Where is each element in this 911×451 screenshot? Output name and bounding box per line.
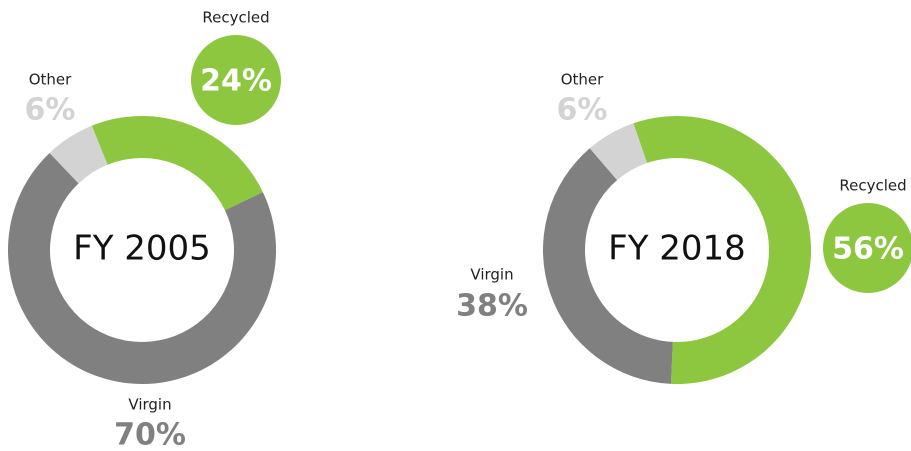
value-label: 24%	[200, 64, 272, 99]
donut-slice	[7, 152, 276, 385]
category-label: Other	[29, 71, 72, 89]
chart-title: FY 2005	[73, 229, 211, 269]
donut-slice	[91, 116, 263, 211]
donut-slice	[49, 125, 108, 184]
label-bubble	[823, 203, 911, 293]
donut-slice	[633, 115, 811, 385]
category-label: Virgin	[128, 396, 171, 414]
value-label: 38%	[456, 289, 528, 324]
value-label: 56%	[832, 232, 904, 267]
donut-slice	[543, 148, 673, 384]
chart-title: FY 2018	[608, 229, 746, 269]
category-label: Recycled	[839, 177, 906, 195]
category-label: Virgin	[470, 266, 513, 284]
value-label: 70%	[114, 418, 186, 451]
label-bubble	[191, 35, 281, 125]
value-label: 6%	[25, 93, 76, 128]
category-label: Recycled	[202, 9, 269, 27]
category-label: Other	[561, 71, 604, 89]
value-label: 6%	[557, 93, 608, 128]
donut-slice	[589, 123, 648, 181]
